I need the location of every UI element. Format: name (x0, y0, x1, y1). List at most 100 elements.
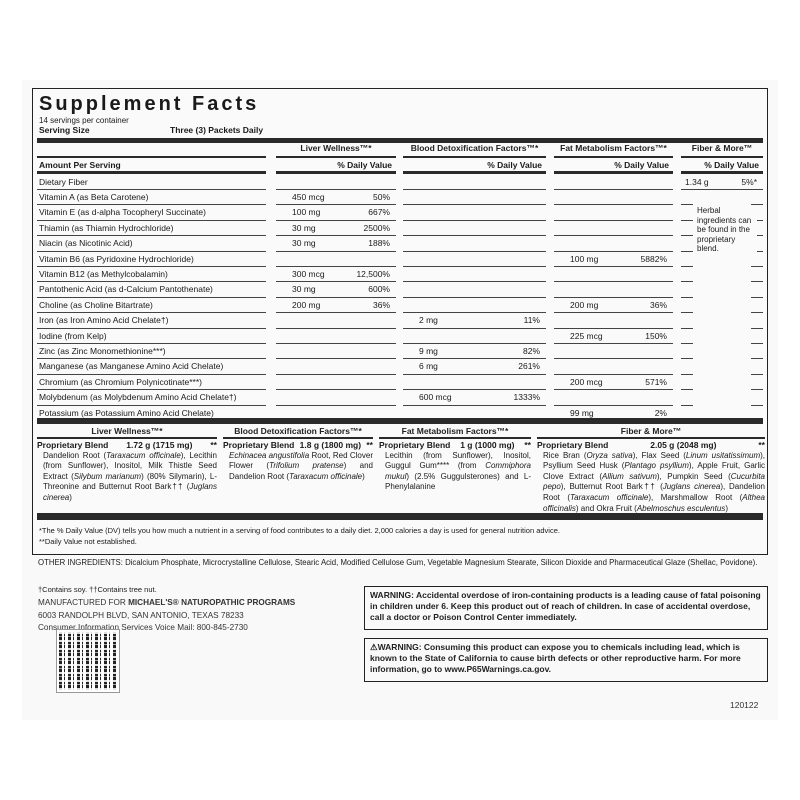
ingredient-text: ) (2.5% Guggulsterones) and L-Phenylalan… (385, 471, 531, 492)
row-rule (403, 327, 546, 329)
allergen-note: †Contains soy. ††Contains tree nut. (38, 585, 157, 594)
row-rule (276, 389, 396, 391)
ingredient-text: ), Pumpkin Seed ( (656, 471, 731, 481)
column-header: Liver Wellness™* (300, 143, 372, 153)
row-rule (751, 219, 763, 221)
row-rule (37, 250, 266, 252)
row-rule (37, 235, 266, 237)
row-rule (403, 296, 546, 298)
row-rule (681, 296, 693, 298)
column-header-rule (681, 156, 763, 158)
row-rule (681, 235, 693, 237)
manufacturer-name: MICHAEL'S® NATUROPATHIC PROGRAMS (128, 598, 296, 607)
blend-header: Liver Wellness™* (91, 426, 163, 436)
row-rule (403, 265, 546, 267)
amount: 9 mg (419, 345, 438, 356)
amount: 6 mg (419, 361, 438, 372)
amount: 450 mcg (292, 191, 325, 202)
row-rule (276, 219, 396, 221)
blend-header-rule (537, 437, 765, 439)
amount-per-serving: Amount Per Serving (39, 160, 121, 170)
blend-header-rule (223, 437, 373, 439)
amount: 30 mg (292, 222, 316, 233)
ingredient-text: Juglans cinerea (662, 482, 721, 492)
row-rule (554, 373, 673, 375)
row-rule (751, 265, 763, 267)
row-rule (751, 358, 763, 360)
daily-value: 571% (645, 376, 667, 387)
blend-ingredients: Dandelion Root (Taraxacum officinale), L… (37, 451, 217, 504)
row-rule (751, 327, 763, 329)
row-rule (276, 250, 396, 252)
daily-value: 1333% (513, 392, 540, 403)
blend-amount: 2.05 g (2048 mg) (650, 440, 717, 450)
row-rule (403, 358, 546, 360)
amount: 300 mcg (292, 268, 325, 279)
row-rule (681, 327, 693, 329)
row-rule (37, 219, 266, 221)
ingredient-text: ), Dandelion Root ( (543, 482, 765, 502)
footnote-dv: *The % Daily Value (DV) tells you how mu… (39, 526, 560, 535)
dv-header: % Daily Value (614, 160, 669, 170)
row-rule (37, 389, 266, 391)
qr-code (56, 629, 120, 693)
row-rule (276, 188, 396, 190)
row-rule (751, 342, 763, 344)
row-rule (276, 358, 396, 360)
row-rule (751, 281, 763, 283)
amount: 100 mg (570, 253, 599, 264)
blend-label: Proprietary Blend (537, 440, 609, 450)
ingredient-text: Taraxacum officinale (106, 450, 181, 460)
prop65-warning: ⚠WARNING: Consuming this product can exp… (364, 638, 768, 682)
consumer-phone: Consumer Information Services Voice Mail… (38, 623, 248, 632)
nutrient-name: Choline (as Choline Bitartrate) (39, 299, 153, 310)
row-rule (403, 188, 546, 190)
blend-heading: Proprietary Blend 1.72 g (1715 mg) ** (37, 440, 217, 451)
blend-dv-mark: ** (758, 440, 765, 450)
footnote-dv-not-established: **Daily Value not established. (39, 537, 137, 546)
row-rule (37, 327, 266, 329)
ingredient-text: Commiphora mukul (385, 461, 531, 481)
nutrient-name: Molybdenum (as Molybdenum Amino Acid Che… (39, 392, 237, 403)
ingredient-text: Abelmoschus esculentus (636, 503, 726, 513)
proprietary-blend: Proprietary Blend 1.8 g (1800 mg) ** Echina… (223, 440, 373, 482)
row-rule (554, 312, 673, 314)
row-rule (403, 219, 546, 221)
blend-amount: 1 g (1000 mg) (460, 440, 515, 450)
row-rule (751, 389, 763, 391)
daily-value: 150% (645, 330, 667, 341)
row-rule (751, 235, 763, 237)
nutrient-name: Iron (as Iron Amino Acid Chelate†) (39, 315, 169, 326)
ingredient-text: Dandelion Root ( (43, 450, 107, 460)
blend-ingredients: Lecithin (from Sunflower), Inositol, Gug… (379, 451, 531, 493)
blend-amount: 1.72 g (1715 mg) (126, 440, 193, 450)
row-rule (751, 404, 763, 406)
row-rule (276, 296, 396, 298)
row-rule (276, 404, 396, 406)
ingredient-text: ), Marshmallow Root ( (648, 492, 743, 502)
nutrient-name: Dietary Fiber (39, 176, 88, 187)
blend-header: Fiber & More™ (620, 426, 682, 436)
dv-header: % Daily Value (487, 160, 542, 170)
daily-value: 50% (372, 191, 390, 202)
row-rule (554, 327, 673, 329)
row-rule (751, 296, 763, 298)
ingredient-text: ) (80% Silymarin), L-Threonine and Butte… (43, 471, 218, 492)
blend-ingredients: Echinacea angustifolia Root, Red Clover … (223, 451, 373, 483)
row-rule (403, 204, 546, 206)
row-rule (554, 235, 673, 237)
ingredient-text: Juglans cinerea (43, 482, 217, 502)
row-rule (403, 373, 546, 375)
ingredient-text: ) and Okra Fruit ( (575, 503, 637, 513)
amount: 225 mcg (570, 330, 603, 341)
amount: 100 mg (292, 207, 321, 218)
ingredient-text: ), Apple Fruit, Garlic Clove Extract ( (543, 461, 765, 481)
nutrient-name: Iodine (from Kelp) (39, 330, 107, 341)
daily-value: 667% (368, 207, 390, 218)
blend-amount: 1.8 g (1800 mg) (299, 440, 362, 450)
row-rule (276, 235, 396, 237)
label-code: 120122 (730, 700, 759, 710)
blend-label: Proprietary Blend (379, 440, 451, 450)
ingredient-text: Cucurbita pepo (543, 471, 765, 492)
row-rule (403, 250, 546, 252)
